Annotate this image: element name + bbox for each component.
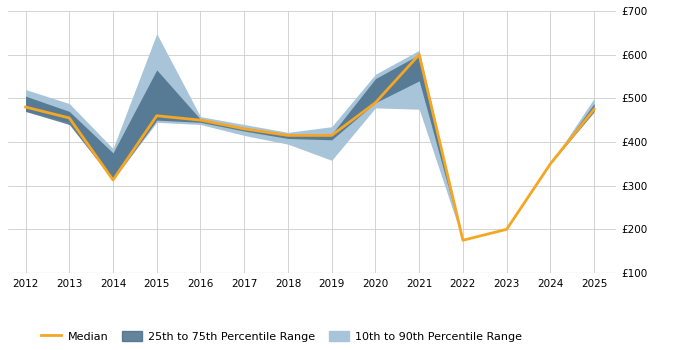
Legend: Median, 25th to 75th Percentile Range, 10th to 90th Percentile Range: Median, 25th to 75th Percentile Range, 1…	[36, 327, 527, 346]
